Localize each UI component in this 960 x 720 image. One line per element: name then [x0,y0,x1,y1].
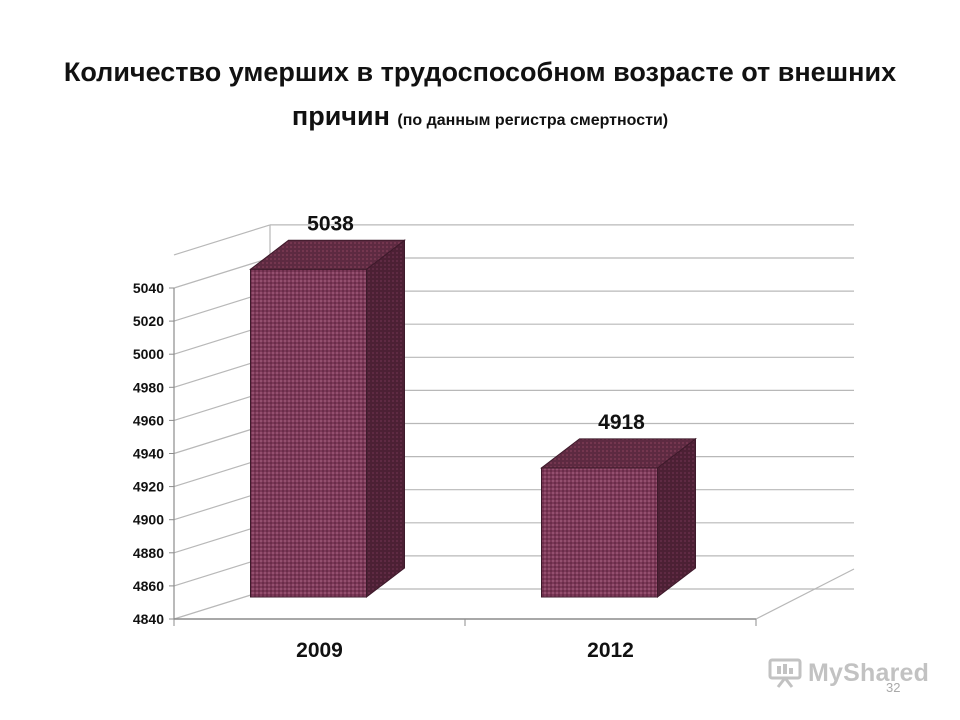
watermark-text: MyShared [808,658,930,687]
gridline-side [173,257,271,289]
gridline-side [173,224,271,256]
bar-2009 [249,239,406,599]
x-tick-label: 2009 [296,639,343,662]
y-tick-label: 4860 [133,578,164,594]
bar-top [540,438,697,469]
data-labels: 5038 4918 [307,212,645,434]
bar-front [250,268,367,598]
bar-front [541,467,658,598]
floor-right-edge [755,568,855,620]
y-tick-label: 5000 [133,346,164,362]
chart-title-note: (по данным регистра смертности) [397,112,669,129]
y-tick-label: 5020 [133,313,164,329]
bar-top [249,239,406,270]
y-tick-label: 4920 [133,479,164,495]
bar-2012 [540,437,697,599]
y-tick-label: 5040 [133,280,164,296]
y-tick-label: 4980 [133,379,164,395]
x-axis: 2009 2012 [173,619,757,662]
y-tick-label: 4960 [133,412,164,428]
y-tick-label: 4840 [133,611,164,627]
y-axis: 4840 4860 4880 4900 4920 4940 4960 4980 5000 5020… [133,280,175,627]
watermark: MyShared [768,658,929,688]
chart-title-main: Количество умерших в трудоспособном возр… [63,57,897,131]
data-label: 5038 [307,212,354,235]
y-tick-label: 4900 [133,512,164,528]
bars [249,239,697,599]
page-number: 32 [886,680,901,695]
y-tick-label: 4940 [133,446,164,462]
chart-title: Количество умерших в трудоспособном возр… [40,50,920,143]
bar-side [366,239,405,599]
y-tick-label: 4880 [133,545,164,561]
x-tick-label: 2012 [587,639,634,662]
data-label: 4918 [598,411,645,434]
presentation-icon [768,658,802,688]
